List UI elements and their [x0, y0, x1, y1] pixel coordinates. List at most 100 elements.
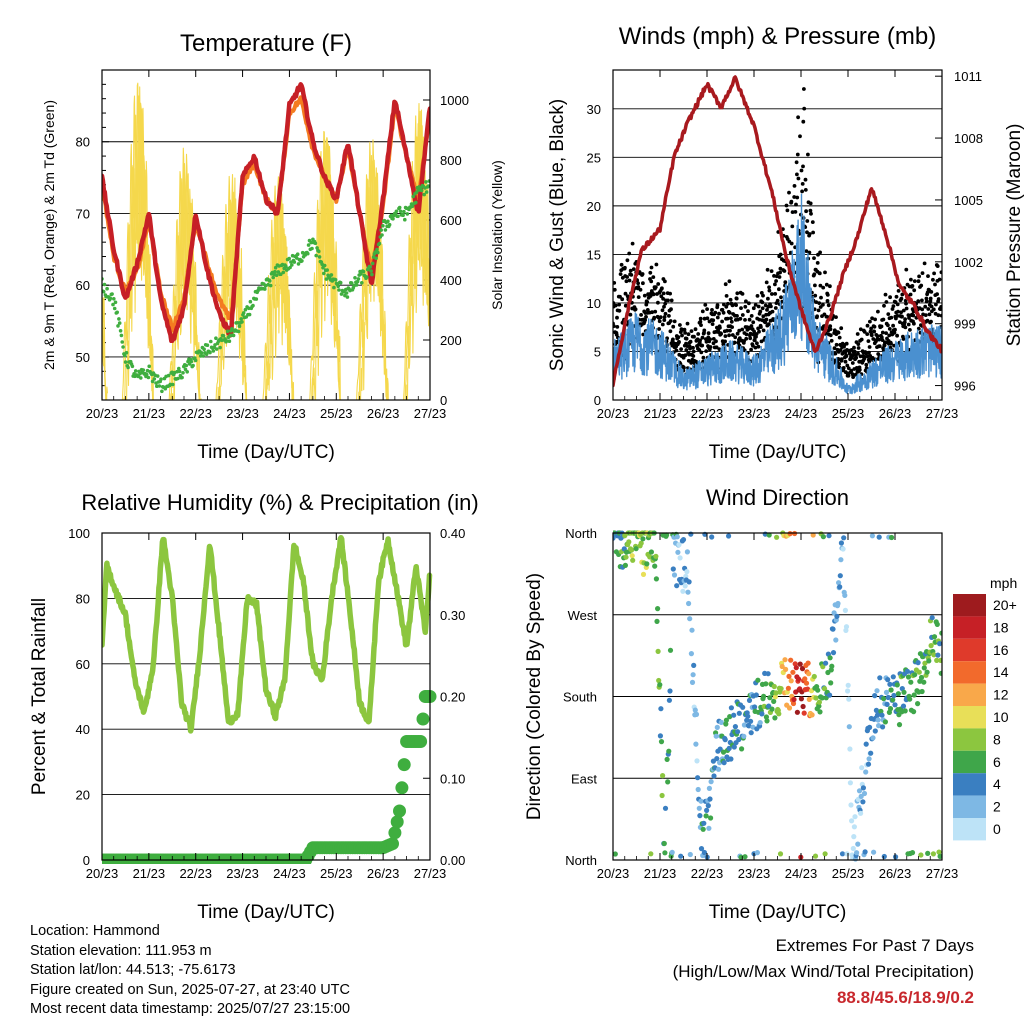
gust-point: [933, 282, 937, 287]
direction-point: [830, 626, 836, 632]
gust-point: [790, 224, 795, 229]
gust-point: [826, 303, 831, 308]
direction-point: [919, 688, 925, 695]
gust-point: [613, 287, 617, 292]
direction-point: [678, 853, 684, 859]
dewpoint-point: [329, 273, 334, 277]
gust-point: [758, 309, 763, 314]
direction-point: [741, 722, 748, 728]
gust-point: [834, 342, 839, 347]
direction-point: [705, 803, 711, 809]
gust-point: [931, 307, 936, 312]
gust-point: [739, 306, 743, 310]
gust-point: [653, 309, 658, 314]
gust-point: [699, 323, 703, 327]
direction-point: [916, 669, 922, 675]
y-tick-label: 40: [76, 722, 90, 737]
gust-point: [757, 329, 761, 334]
direction-point: [880, 724, 886, 730]
direction-point: [937, 853, 942, 859]
colorbar-swatch: [953, 750, 986, 774]
colorbar-label: 4: [993, 776, 1001, 792]
direction-point: [647, 554, 653, 560]
direction-point: [652, 563, 658, 569]
direction-point: [823, 660, 829, 666]
direction-point: [680, 588, 686, 594]
dewpoint-point: [377, 241, 382, 246]
gust-point: [753, 303, 758, 307]
direction-point: [686, 600, 692, 607]
direction-point: [761, 693, 767, 700]
y-tick-label: 60: [76, 278, 90, 293]
gust-point: [810, 220, 815, 225]
direction-point: [769, 706, 775, 712]
gust-point: [795, 195, 800, 200]
gust-point: [932, 271, 936, 276]
gust-point: [784, 203, 789, 208]
y-right-tick-label: 400: [440, 273, 462, 288]
gust-point: [801, 119, 806, 124]
direction-point: [816, 703, 822, 709]
y-right-tick-label: 1002: [954, 255, 983, 270]
direction-point: [772, 694, 779, 700]
wind-line: [613, 193, 942, 395]
direction-point: [883, 689, 890, 696]
gust-point: [804, 249, 809, 254]
direction-point: [708, 779, 714, 785]
gust-point: [877, 337, 881, 342]
gust-point: [729, 316, 733, 321]
x-tick-label: 26/23: [367, 406, 400, 421]
dewpoint-point: [360, 281, 364, 285]
direction-point: [901, 689, 907, 695]
gust-point: [674, 348, 679, 353]
direction-point: [877, 675, 883, 681]
gust-point: [666, 298, 670, 303]
direction-point: [812, 853, 819, 859]
gust-point: [896, 309, 900, 314]
dewpoint-point: [374, 256, 378, 261]
station-info: Location: Hammond Station elevation: 111…: [30, 922, 350, 1020]
gust-point: [617, 308, 622, 313]
extremes-values: 88.8/45.6/18.9/0.2: [836, 988, 974, 1007]
gust-point: [676, 335, 681, 340]
dewpoint-point: [370, 261, 375, 266]
direction-point: [757, 720, 763, 726]
dewpoint-point: [411, 194, 416, 199]
dewpoint-point: [205, 343, 210, 348]
gust-point: [790, 210, 795, 215]
gust-point: [645, 300, 650, 304]
direction-point: [788, 657, 794, 663]
direction-point: [904, 668, 911, 675]
direction-point: [875, 717, 881, 723]
gust-point: [778, 266, 783, 271]
direction-point: [671, 572, 678, 578]
direction-point: [887, 706, 894, 712]
gust-point: [808, 201, 813, 206]
y-right-tick-label: 0.20: [440, 690, 465, 705]
direction-point: [741, 733, 747, 739]
direction-point: [874, 688, 880, 694]
dewpoint-point: [123, 360, 128, 364]
gust-point: [939, 305, 942, 309]
gust-point: [672, 319, 677, 324]
dewpoint-point: [422, 192, 427, 197]
gust-point: [906, 322, 911, 327]
gust-point: [856, 342, 861, 346]
gust-point: [783, 280, 788, 285]
direction-point: [796, 676, 802, 682]
x-tick-label: 20/23: [597, 406, 630, 421]
gust-point: [738, 316, 743, 321]
gust-point: [817, 271, 822, 276]
direction-point: [732, 724, 739, 730]
gust-point: [796, 176, 801, 181]
x-tick-label: 24/23: [785, 406, 818, 421]
direction-point: [803, 680, 810, 686]
direction-point: [837, 584, 843, 590]
direction-point: [871, 849, 877, 855]
direction-point: [856, 788, 863, 794]
dewpoint-point: [159, 377, 163, 382]
precip-point: [397, 758, 411, 772]
x-tick-label: 21/23: [133, 406, 166, 421]
dewpoint-point: [227, 339, 232, 344]
dewpoint-point: [306, 251, 310, 256]
